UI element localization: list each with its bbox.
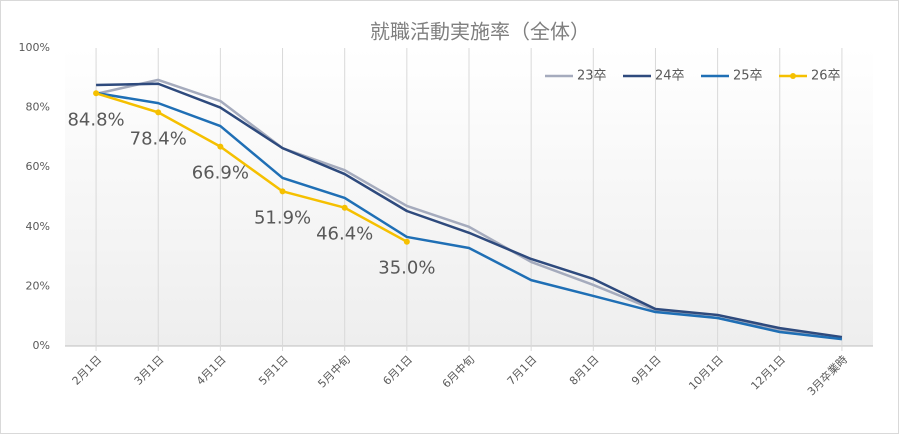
legend-label: 25卒 xyxy=(733,69,763,84)
legend-marker xyxy=(790,73,796,79)
data-label: 51.9% xyxy=(254,207,311,228)
marker xyxy=(93,90,100,97)
marker xyxy=(279,188,286,195)
data-label: 66.9% xyxy=(192,163,249,184)
y-tick-label: 100% xyxy=(19,41,50,54)
legend-label: 26卒 xyxy=(811,69,841,84)
series-line xyxy=(95,91,843,341)
data-label: 78.4% xyxy=(130,128,187,149)
y-tick-label: 20% xyxy=(26,279,50,292)
y-tick-label: 60% xyxy=(26,160,50,173)
marker xyxy=(341,204,348,211)
y-tick-label: 0% xyxy=(33,339,50,352)
data-label: 35.0% xyxy=(378,258,435,279)
series-line xyxy=(95,92,408,243)
marker xyxy=(403,238,410,245)
marker xyxy=(155,109,162,116)
marker xyxy=(217,143,224,150)
y-tick-label: 40% xyxy=(26,220,50,233)
legend-label: 24卒 xyxy=(655,69,685,84)
data-label: 84.8% xyxy=(67,109,124,130)
data-label: 46.4% xyxy=(316,224,373,245)
chart-title: 就職活動実施率（全体） xyxy=(370,20,590,44)
series-line xyxy=(96,82,843,339)
y-tick-label: 80% xyxy=(26,101,50,114)
legend-label: 23卒 xyxy=(577,69,607,84)
